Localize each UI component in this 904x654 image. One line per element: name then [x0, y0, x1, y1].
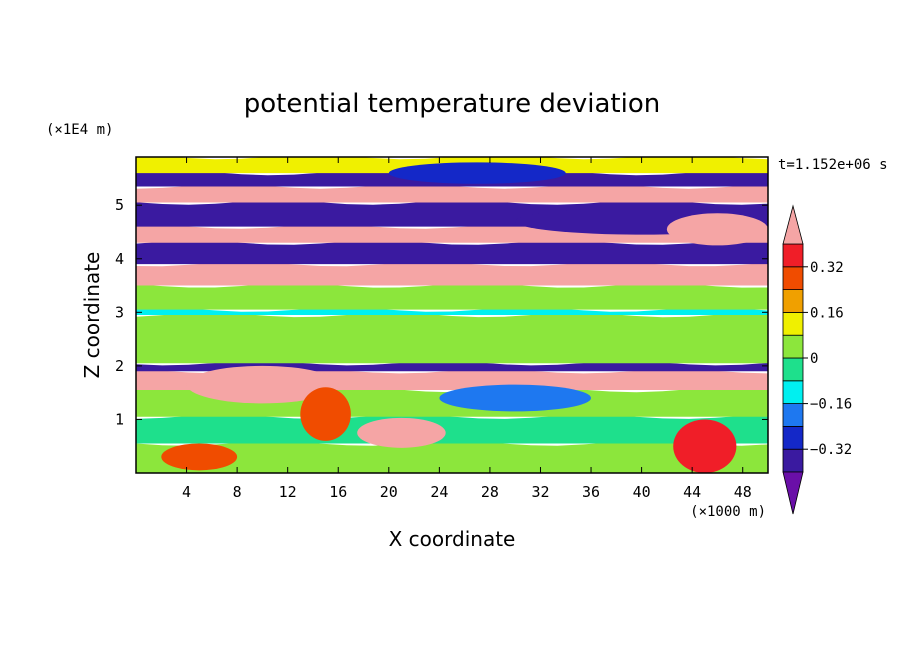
field-band — [136, 312, 768, 364]
colorbar-label: −0.32 — [810, 442, 852, 458]
x-tick-label: 24 — [430, 483, 448, 501]
field-band — [136, 240, 768, 265]
x-tick-label: 16 — [329, 483, 347, 501]
field-feature — [357, 417, 446, 448]
x-tick-label: 48 — [734, 483, 752, 501]
colorbar-label: 0 — [810, 351, 818, 367]
x-axis: 4 8 12 16 20 24 28 32 36 40 44 48 — [182, 157, 752, 501]
colorbar-segment — [782, 357, 804, 382]
field-band — [136, 414, 768, 444]
field-feature — [666, 213, 768, 246]
x-tick-label: 32 — [531, 483, 549, 501]
colorbar-label: 0.32 — [810, 260, 844, 276]
contour-field — [136, 157, 768, 473]
x-tick-label: 44 — [683, 483, 701, 501]
chart-title: potential temperature deviation — [244, 89, 660, 119]
x-axis-label: X coordinate — [389, 527, 516, 551]
time-label: t=1.152e+06 s — [778, 157, 888, 173]
field-feature — [300, 387, 351, 441]
field-feature — [161, 443, 238, 471]
field-feature — [388, 162, 566, 184]
colorbar-label: 0.16 — [810, 305, 844, 321]
y-axis-label: Z coordinate — [80, 252, 104, 379]
field-feature — [439, 384, 592, 412]
x-tick-label: 20 — [380, 483, 398, 501]
colorbar-segment — [782, 311, 804, 336]
colorbar-label: −0.16 — [810, 397, 852, 413]
colorbar-arrow-top — [782, 204, 804, 245]
y-unit-label: (×1E4 m) — [46, 122, 113, 138]
y-axis: 1 2 3 4 5 — [115, 196, 768, 428]
colorbar-segment — [782, 334, 804, 359]
field-band — [136, 261, 768, 286]
y-tick-label: 5 — [115, 196, 124, 214]
y-tick-label: 3 — [115, 303, 124, 321]
y-tick-label: 4 — [115, 250, 124, 268]
x-tick-label: 36 — [582, 483, 600, 501]
colorbar: 0.32 0.16 0 −0.16 −0.32 — [782, 204, 852, 515]
x-unit-label: (×1000 m) — [690, 504, 766, 520]
colorbar-arrow-bottom — [782, 471, 804, 515]
colorbar-segment — [782, 380, 804, 404]
field-band — [136, 441, 768, 473]
field-band — [136, 307, 768, 315]
field-feature — [186, 365, 339, 404]
colorbar-segment — [782, 266, 804, 290]
colorbar-segment — [782, 403, 804, 427]
plot-frame — [135, 156, 769, 474]
x-tick-label: 12 — [279, 483, 297, 501]
field-band — [136, 283, 768, 310]
y-tick-label: 1 — [115, 410, 124, 428]
x-tick-label: 8 — [233, 483, 242, 501]
colorbar-segment — [782, 425, 804, 450]
colorbar-segment — [782, 289, 804, 313]
field-band — [136, 184, 768, 203]
y-tick-label: 2 — [115, 357, 124, 375]
x-tick-label: 28 — [481, 483, 499, 501]
colorbar-segment — [782, 448, 804, 473]
x-tick-label: 40 — [633, 483, 651, 501]
x-tick-label: 4 — [182, 483, 191, 501]
field-feature — [673, 419, 737, 473]
colorbar-segment — [782, 243, 804, 268]
